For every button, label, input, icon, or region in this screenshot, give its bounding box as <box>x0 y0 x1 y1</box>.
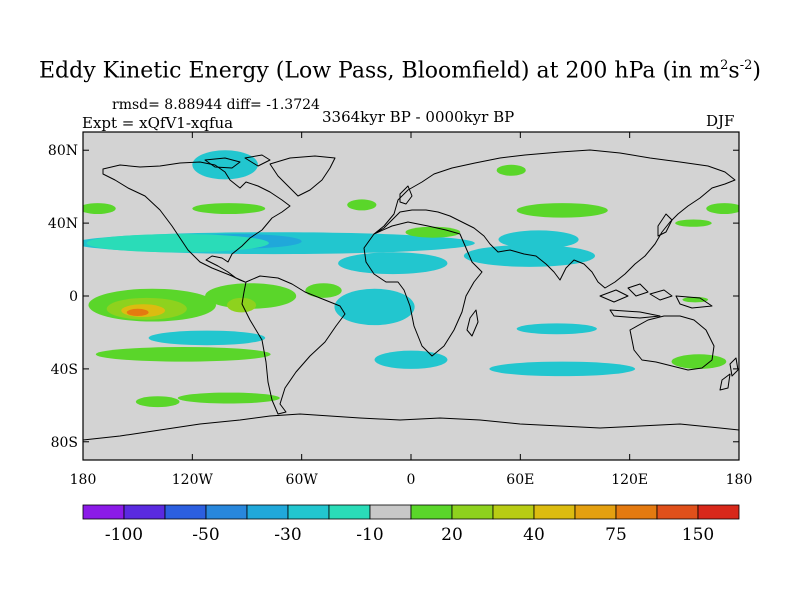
lon-tick-label: 180 <box>70 472 97 488</box>
colorbar-swatch <box>492 504 535 520</box>
anomaly-region <box>516 203 608 218</box>
anomaly-region <box>192 150 258 180</box>
experiment-label: Expt = xQfV1-xqfua <box>82 114 234 132</box>
anomaly-region <box>347 199 377 211</box>
lat-tick-label: 80N <box>48 143 78 159</box>
colorbar-swatch <box>369 504 412 520</box>
anomaly-region <box>148 330 266 346</box>
colorbar-label: 75 <box>605 525 627 545</box>
anomaly-region <box>496 164 526 176</box>
coastline-south-america <box>241 275 346 415</box>
colorbar-swatch <box>451 504 494 520</box>
lat-tick-label: 0 <box>69 289 78 305</box>
lon-tick-label: 120W <box>172 472 214 488</box>
colorbar-label: -30 <box>274 525 301 545</box>
colorbar-swatch <box>533 504 576 520</box>
rmsd-diff-stats: rmsd= 8.88944 diff= -1.3724 <box>112 97 320 113</box>
coastline-africa <box>363 221 483 357</box>
coastline-japan <box>657 213 673 237</box>
colorbar-swatch <box>82 504 125 520</box>
colorbar-swatch <box>287 504 330 520</box>
coastline-australia <box>629 315 715 371</box>
coastline-madagascar <box>466 309 479 337</box>
anomaly-region <box>192 203 266 215</box>
lon-tick-label: 120E <box>611 472 648 488</box>
anomaly-region <box>226 297 257 313</box>
anomaly-region <box>205 283 297 309</box>
anomaly-shading <box>83 150 739 408</box>
lat-tick-label: 40N <box>48 216 78 232</box>
anomaly-region <box>516 323 597 335</box>
anomaly-region <box>675 219 712 227</box>
anomaly-region <box>334 288 415 326</box>
coastline-eurasia <box>373 149 736 289</box>
anomaly-region <box>374 350 448 369</box>
coastline-new-zealand <box>719 357 739 391</box>
coastline-greenland <box>269 155 336 197</box>
coastline-indonesia <box>599 283 713 319</box>
colorbar-swatch <box>123 504 166 520</box>
colorbar-label: -100 <box>105 525 143 545</box>
anomaly-region <box>86 234 269 253</box>
anomaly-region <box>305 283 342 298</box>
colorbar-label: 20 <box>441 525 463 545</box>
lon-tick-label: 60E <box>506 472 534 488</box>
longitude-axis: 180 120W 60W 0 60E 120E 180 <box>70 132 753 488</box>
colorbar-swatch <box>656 504 699 520</box>
colorbar-swatch <box>697 504 740 520</box>
colorbar-swatch <box>574 504 617 520</box>
anomaly-region <box>126 308 149 317</box>
anomaly-region <box>405 226 461 238</box>
colorbar-swatch <box>205 504 248 520</box>
lon-tick-label: 0 <box>407 472 416 488</box>
anomaly-region <box>489 361 636 377</box>
anomaly-region <box>682 296 709 303</box>
lon-tick-label: 180 <box>726 472 753 488</box>
lon-tick-label: 60W <box>286 472 319 488</box>
colorbar-label: 40 <box>523 525 545 545</box>
plot-title: Eddy Kinetic Energy (Low Pass, Bloomfiel… <box>39 58 761 84</box>
colorbar-label: -10 <box>356 525 383 545</box>
latitude-axis: 80N 40N 0 40S 80S <box>48 143 739 451</box>
colorbar: -100 -50 -30 -10 20 40 75 150 <box>82 504 740 545</box>
anomaly-region <box>671 354 727 369</box>
colorbar-swatch <box>410 504 453 520</box>
colorbar-swatch <box>246 504 289 520</box>
anomaly-region <box>498 230 579 249</box>
coastlines <box>83 149 739 441</box>
anomaly-region <box>338 252 448 275</box>
anomaly-region <box>83 203 116 214</box>
anomaly-region <box>95 347 271 362</box>
coastline-north-america <box>102 161 291 283</box>
coastline-arctic-islands <box>204 154 271 169</box>
lat-tick-label: 80S <box>51 435 78 451</box>
colorbar-label: 150 <box>682 525 714 545</box>
colorbar-swatch <box>328 504 371 520</box>
colorbar-swatch <box>615 504 658 520</box>
season-label: DJF <box>706 112 735 130</box>
coastline-uk <box>399 185 413 205</box>
anomaly-region <box>706 203 739 214</box>
time-period-label: 3364kyr BP - 0000kyr BP <box>322 108 515 126</box>
lat-tick-label: 40S <box>51 362 78 378</box>
anomaly-region <box>135 396 180 408</box>
coastline-antarctica <box>83 413 739 441</box>
colorbar-swatch <box>164 504 207 520</box>
anomaly-region <box>177 392 280 404</box>
colorbar-label: -50 <box>192 525 219 545</box>
